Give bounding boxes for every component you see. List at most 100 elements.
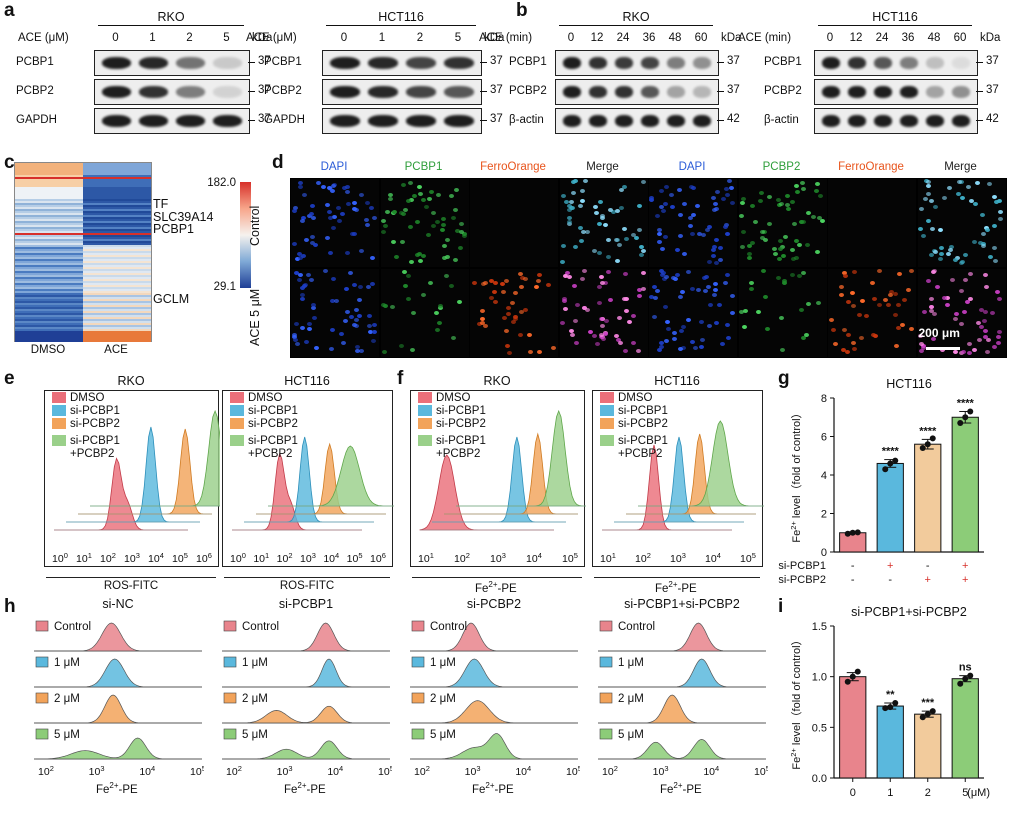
cell-spot — [367, 323, 373, 328]
heatmap-cell — [15, 223, 83, 226]
data-point — [924, 441, 931, 448]
cell-spot — [965, 300, 971, 305]
cell-spot — [369, 206, 375, 210]
cell-spot — [453, 257, 459, 262]
cell-spot — [619, 187, 625, 192]
cell-spot — [892, 313, 898, 318]
cell-spot — [681, 251, 687, 256]
heatmap-cell — [15, 279, 83, 282]
cell-spot — [690, 213, 696, 218]
heatmap-cell — [15, 205, 83, 208]
cell-spot — [926, 192, 932, 197]
cell-spot — [877, 302, 883, 307]
cell-spot — [563, 306, 569, 311]
cell-spot — [329, 189, 335, 194]
condition-sign: + — [962, 574, 968, 586]
ridge-swatch — [411, 728, 425, 740]
microscopy-field — [290, 267, 380, 358]
condition-row-label: si-PCBP1 — [778, 560, 826, 572]
cell-spot — [359, 249, 365, 253]
cell-spot — [978, 240, 984, 245]
heatmap-cell — [15, 299, 83, 302]
protein-band — [563, 86, 581, 98]
data-point — [967, 672, 974, 679]
cell-spot — [303, 283, 309, 288]
cell-spot — [482, 324, 488, 329]
blot-strip — [555, 79, 719, 105]
cell-spot — [623, 236, 629, 241]
cell-spot — [663, 275, 669, 280]
x-axis-label: Fe2+-PE — [655, 580, 697, 595]
heatmap-cell — [15, 291, 83, 294]
heatmap-cell — [83, 203, 151, 206]
heatmap-cell — [15, 283, 83, 286]
channel-title: Merge — [944, 161, 977, 173]
cell-spot — [344, 190, 350, 195]
cell-spot — [980, 243, 986, 248]
x-axis-label: Fe2+-PE — [660, 781, 702, 796]
heatmap-cell — [15, 221, 83, 224]
axis-tick-exponent: 5 — [752, 551, 756, 560]
heatmap-cell — [15, 335, 83, 338]
heatmap-cell — [15, 189, 83, 192]
cell-spot — [605, 237, 611, 242]
bar — [876, 462, 904, 553]
y-tick-label: 1.0 — [812, 672, 827, 684]
lane-label: 48 — [668, 32, 682, 44]
cell-spot — [528, 350, 534, 355]
cell-spot — [483, 280, 489, 285]
heatmap-cell — [83, 211, 151, 214]
heatmap-cell — [83, 209, 151, 212]
heatmap-cell — [15, 179, 83, 182]
cell-spot — [606, 254, 612, 259]
cell-spot — [580, 276, 586, 281]
cell-spot — [300, 293, 306, 298]
heatmap-cell — [15, 237, 83, 240]
cell-spot — [598, 333, 604, 338]
cell-spot — [330, 277, 336, 282]
x-axis-label-sup: 2+ — [485, 781, 495, 790]
protein-band — [615, 57, 633, 69]
cell-spot — [300, 326, 305, 331]
legend-label: si-PCBP2 — [70, 418, 120, 430]
kda-header: kDa — [721, 32, 742, 44]
cell-spot — [960, 350, 966, 355]
cell-spot — [522, 277, 528, 282]
cell-line-title: HCT116 — [378, 10, 424, 24]
axis-tick-exponent: 3 — [100, 764, 104, 773]
heatmap-cell — [83, 265, 151, 268]
ridge-row-label: 2 μM — [618, 693, 644, 705]
data-point — [919, 714, 926, 721]
axis-tick-label: 103 — [465, 764, 481, 778]
legend-swatch — [52, 435, 66, 446]
heatmap-cell — [83, 215, 151, 218]
cell-spot — [759, 191, 764, 196]
cell-spot — [902, 298, 908, 303]
ridge-swatch — [411, 656, 425, 668]
x-axis-label-tail: -PE — [497, 582, 517, 595]
condition-sign: + — [925, 574, 931, 586]
cell-spot — [506, 350, 512, 355]
cell-spot — [973, 201, 979, 206]
axis-tick-label: 104 — [327, 764, 343, 778]
x-axis-label-tail: -PE — [494, 783, 514, 796]
heatmap-cell — [15, 231, 83, 234]
cell-spot — [725, 231, 731, 236]
condition-sign: + — [887, 560, 893, 572]
axis-tick-label: 105 — [378, 764, 392, 778]
data-point — [892, 700, 899, 707]
cell-spot — [959, 195, 965, 200]
axis-tick-exponent: 6 — [382, 551, 386, 560]
axis-tick-label: 104 — [139, 764, 155, 778]
significance-label: ** — [886, 689, 895, 701]
cell-spot — [351, 207, 357, 211]
heatmap-cell — [15, 317, 83, 320]
protein-band — [615, 115, 633, 127]
significance-label: **** — [919, 425, 937, 437]
cell-spot — [931, 311, 937, 316]
cell-spot — [596, 300, 602, 305]
protein-band — [368, 57, 398, 69]
cell-spot — [345, 251, 351, 256]
heatmap-cell — [83, 183, 151, 186]
heatmap-cell — [15, 331, 83, 334]
